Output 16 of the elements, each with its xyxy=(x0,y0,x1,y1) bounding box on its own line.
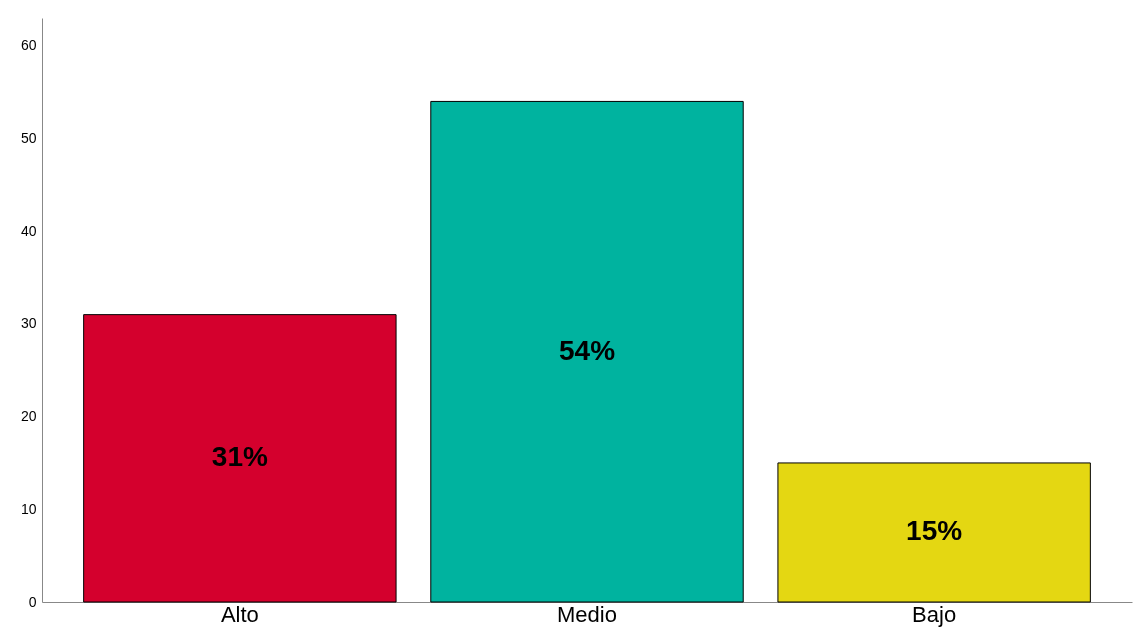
y-tick-label: 20 xyxy=(20,408,37,425)
y-tick-label: 60 xyxy=(20,37,37,54)
x-tick-label: Bajo xyxy=(912,601,957,627)
y-tick-label: 50 xyxy=(20,130,37,147)
y-tick-label: 40 xyxy=(20,222,37,239)
x-tick-label: Alto xyxy=(220,601,259,627)
y-tick-label: 10 xyxy=(20,500,37,517)
bar xyxy=(83,314,397,603)
y-tick-label: 0 xyxy=(28,593,37,610)
data-label: 31% xyxy=(211,441,268,473)
data-label: 15% xyxy=(906,515,963,547)
bar xyxy=(777,462,1091,603)
data-label: 54% xyxy=(558,334,616,366)
x-tick-label: Medio xyxy=(557,601,617,627)
bar xyxy=(430,100,744,603)
y-tick-label: 30 xyxy=(20,315,37,332)
